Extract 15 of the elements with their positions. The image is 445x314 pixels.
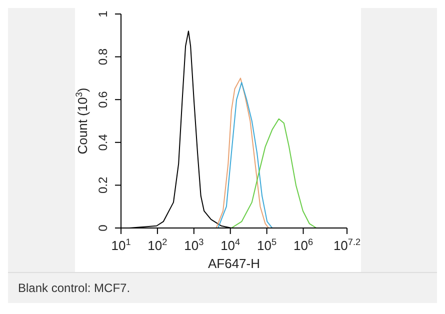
x-axis-title: AF647-H: [208, 256, 260, 271]
y-tick-label: 1: [96, 10, 110, 18]
x-tick-label: 10$^{3}$: [184, 237, 204, 253]
y-tick-label: 0.4: [96, 134, 110, 151]
x-tick-label: 10$^{2}$: [148, 237, 168, 253]
x-tick-label: 10$^{1}$: [111, 237, 131, 253]
x-tick-label: 10$^{6}$: [293, 237, 314, 253]
y-tick-label: 0.2: [96, 176, 110, 194]
x-tick-label: 10$^{7.2}$: [333, 237, 361, 253]
y-tick-label: 0: [96, 224, 110, 232]
x-tick-label: 10$^{5}$: [257, 237, 277, 253]
y-tick-label: 0.6: [96, 90, 110, 108]
y-tick-label: 0.8: [96, 48, 110, 66]
text: Blank control: MCF7.: [18, 281, 132, 295]
x-tick-label: 10$^{4}$: [220, 237, 240, 253]
